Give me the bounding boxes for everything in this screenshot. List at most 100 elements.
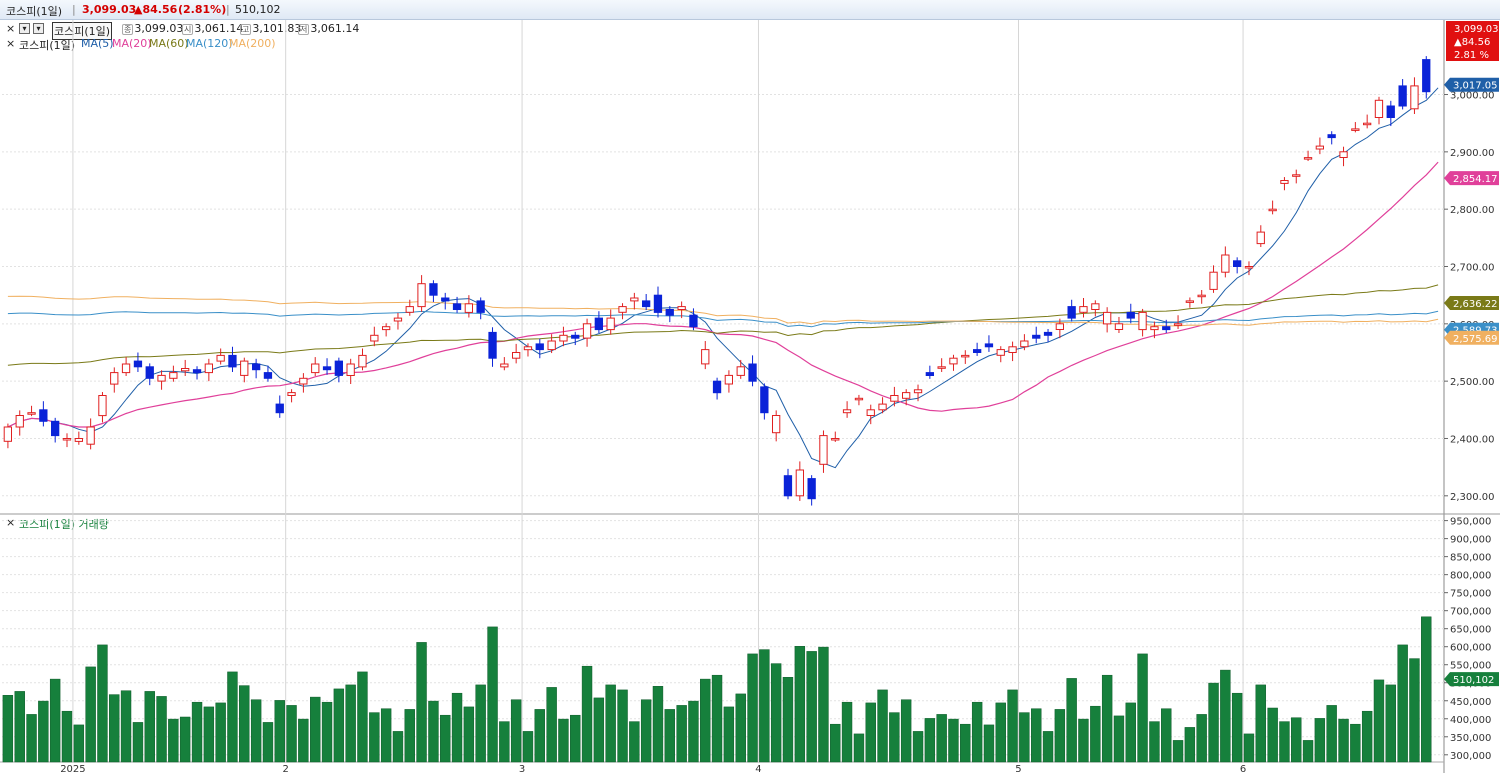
candle-down	[653, 294, 663, 313]
legend-ma60: MA(60)	[149, 37, 189, 50]
volume-bar	[1338, 718, 1349, 763]
candle-down	[925, 372, 935, 377]
volume-bar	[2, 695, 14, 763]
candle-down	[228, 354, 237, 368]
volume-bar	[652, 686, 664, 763]
volume-bar	[1125, 702, 1136, 763]
candle-up	[512, 352, 521, 359]
candle-down	[322, 366, 332, 371]
candle-down	[488, 331, 497, 359]
volume-bar	[1373, 679, 1385, 763]
close-icon[interactable]: ×	[6, 22, 16, 35]
candle-up	[1244, 266, 1254, 269]
ohlc-low: 저 3,061.14	[298, 22, 360, 35]
ma20-value-marker: 2,854.17	[1444, 171, 1499, 186]
volume-bar	[889, 712, 900, 763]
current-price-line: 3,099.03	[1454, 24, 1499, 35]
volume-bar	[61, 710, 73, 763]
close-icon[interactable]: ×	[6, 37, 16, 50]
volume-bar	[120, 690, 132, 763]
time-tick-label: 2025	[60, 764, 85, 773]
volume-bar	[900, 699, 912, 763]
price-tick-label: 2,700.00	[1450, 263, 1495, 274]
volume-bar	[14, 691, 25, 763]
candle-up	[559, 334, 568, 342]
volume-tick-label: 650,000	[1450, 625, 1491, 636]
volume-bar	[38, 700, 49, 763]
ma60-value-marker: 2,636.22	[1444, 296, 1499, 311]
volume-bar	[711, 674, 723, 763]
ma20-value-marker-box	[1444, 171, 1499, 186]
volume-tick-label: 850,000	[1450, 553, 1491, 564]
candle-up	[1363, 122, 1372, 126]
close-icon[interactable]: ×	[6, 516, 16, 529]
volume-bar	[617, 689, 628, 763]
volume-bar	[1279, 721, 1290, 763]
candle-up	[382, 326, 391, 331]
volume-bar	[912, 731, 924, 763]
volume-bar	[546, 687, 557, 763]
volume-bar	[877, 689, 888, 763]
price-tick-label: 2,800.00	[1450, 205, 1495, 216]
candle-up	[169, 372, 178, 379]
volume-bar	[1078, 718, 1089, 763]
candle-up	[98, 395, 107, 417]
candle-up	[878, 403, 887, 411]
candle-down	[441, 297, 450, 302]
volume-bar	[451, 692, 463, 763]
volume-bar	[262, 722, 274, 763]
volume-bar	[995, 702, 1006, 763]
candle-up	[1256, 231, 1265, 245]
volume-bar	[629, 721, 640, 763]
candle-up	[1303, 157, 1313, 160]
volume-bar	[841, 701, 853, 763]
ma60-line	[7, 284, 1439, 366]
volume-bar	[581, 665, 593, 763]
candle-up	[1114, 323, 1124, 330]
candle-up	[618, 306, 627, 313]
candle-up	[299, 377, 308, 385]
volume-bar	[605, 684, 616, 763]
volume-bar	[1066, 678, 1077, 763]
symbol-name-box[interactable]: 코스피(1일)	[52, 22, 113, 40]
dropdown-icon[interactable]: ▾	[33, 23, 44, 34]
volume-bar	[404, 709, 415, 763]
candle-up	[1008, 346, 1017, 353]
volume-bar	[203, 706, 215, 763]
volume-tick-label: 800,000	[1450, 571, 1491, 582]
candle-up	[1185, 300, 1194, 303]
volume-bar	[794, 646, 806, 763]
volume-bar	[1042, 731, 1054, 763]
dropdown-icon[interactable]: ▾	[19, 23, 30, 34]
candle-up	[121, 363, 131, 374]
candle-up	[701, 349, 710, 365]
volume-bar	[298, 718, 309, 763]
candle-down	[1032, 334, 1041, 339]
candle-up	[949, 357, 958, 365]
volume-bar	[1019, 712, 1030, 763]
candle-up	[913, 389, 923, 394]
volume-bar	[948, 718, 959, 763]
candle-down	[145, 366, 154, 379]
volume-bar	[85, 666, 96, 763]
ma-legend: × 코스피(1일) MA(5) MA(20) MA(60) MA(120) MA…	[0, 37, 400, 52]
volume-bar	[1255, 684, 1266, 763]
candle-down	[760, 386, 769, 414]
volume-bar	[132, 722, 144, 763]
candle-up	[1209, 271, 1218, 290]
candle-down	[984, 343, 994, 348]
volume-bar	[1397, 644, 1408, 763]
volume-bar	[392, 731, 404, 763]
ma5-line	[7, 87, 1439, 469]
time-tick-label: 5	[1015, 764, 1021, 773]
volume-bar	[770, 663, 782, 763]
candle-up	[181, 368, 190, 372]
candle-down	[1162, 326, 1171, 331]
info-row: × ▾ ▾ 코스피(1일) 종 3,099.03 시 3,061.14 고 3,101…	[0, 22, 700, 40]
volume-bar	[499, 721, 510, 763]
volume-bar	[747, 653, 758, 763]
candle-up	[854, 397, 864, 401]
ma60-value-marker-box	[1444, 296, 1499, 311]
candle-down	[1126, 311, 1135, 319]
